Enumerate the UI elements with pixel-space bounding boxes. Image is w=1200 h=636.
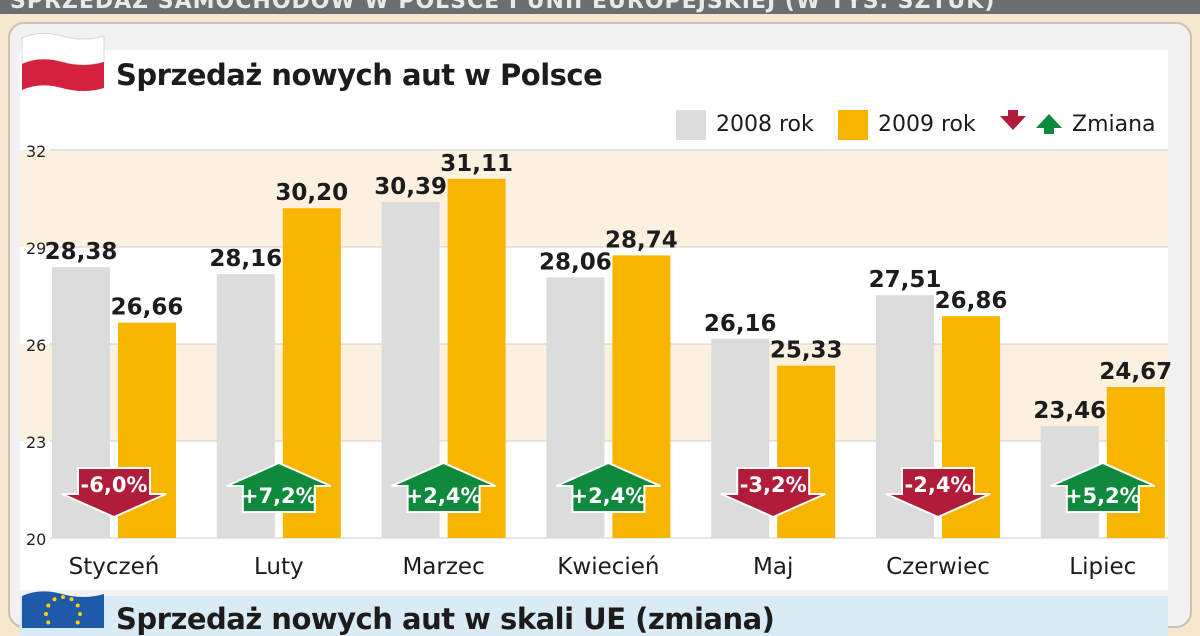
change-down-arrow-icon [885,467,991,519]
x-tick-label: Maj [753,554,793,580]
bar-value-label: 26,86 [935,288,1008,314]
change-up-arrow-icon [1050,461,1156,513]
y-tick-label: 29 [26,239,46,258]
y-tick-label: 32 [26,142,46,161]
eu-star-icon [44,612,48,616]
bar-value-label: 30,20 [275,180,348,206]
bar-value-label: 24,67 [1099,359,1172,385]
x-tick-label: Lipiec [1069,554,1136,580]
change-up-arrow-icon [555,461,661,513]
y-tick-label: 23 [26,433,46,452]
x-tick-label: Styczeń [69,554,160,580]
bar-value-label: 28,38 [45,239,118,265]
x-tick-label: Luty [254,554,304,580]
bar-value-label: 26,66 [111,295,184,321]
eu-star-icon [46,603,51,608]
bar-value-label: 23,46 [1033,398,1106,424]
change-label: -2,4% [905,473,972,497]
x-tick-label: Czerwiec [886,554,990,580]
eu-star-icon [75,603,80,608]
bar-value-label: 28,74 [605,227,678,253]
change-label: +2,4% [570,484,646,508]
y-tick-label: 20 [26,530,46,549]
eu-section-title: Sprzedaż nowych aut w skali UE (zmiana) [116,602,775,636]
eu-flag-icon [22,591,104,628]
eu-star-icon [46,620,51,625]
change-down-arrow-icon [720,467,826,519]
legend-swatch-2008 [676,110,706,140]
change-label: -3,2% [740,473,807,497]
legend-label-2008: 2008 rok [716,112,814,137]
legend-up-arrow-icon [1036,114,1062,134]
legend-swatch-2009 [838,110,868,140]
legend-label-2009: 2009 rok [878,112,976,137]
change-down-arrow-icon [61,467,167,519]
bar-2009 [1106,387,1165,538]
change-label: -6,0% [81,473,148,497]
eu-star-icon [78,612,82,616]
top-banner: SPRZEDAŻ SAMOCHODÓW W POLSCE I UNII EURO… [0,0,1200,14]
legend-label-change: Zmiana [1072,112,1156,137]
bar-value-label: 26,16 [704,311,777,337]
change-label: +2,4% [406,484,482,508]
change-label: +7,2% [241,484,317,508]
eu-star-icon [75,620,80,625]
change-up-arrow-icon [226,461,332,513]
bar-value-label: 27,51 [869,267,942,293]
bar-value-label: 25,33 [770,338,843,364]
eu-star-icon [61,595,65,599]
y-tick-label: 26 [26,336,46,355]
eu-star-icon [69,597,74,602]
x-tick-label: Kwiecień [557,554,659,580]
bar-value-label: 30,39 [374,174,447,200]
banner-title: SPRZEDAŻ SAMOCHODÓW W POLSCE I UNII EURO… [10,0,996,14]
poland-flag-icon [21,32,105,91]
legend-down-arrow-icon [1000,110,1026,130]
change-up-arrow-icon [391,461,497,513]
eu-star-icon [52,597,57,602]
plot-band [20,150,1168,247]
change-label: +5,2% [1065,484,1141,508]
x-tick-label: Marzec [402,554,484,580]
bar-value-label: 28,06 [539,249,612,275]
bar-value-label: 28,16 [209,246,282,272]
chart-title: Sprzedaż nowych aut w Polsce [116,58,603,92]
bar-value-label: 31,11 [440,151,513,177]
